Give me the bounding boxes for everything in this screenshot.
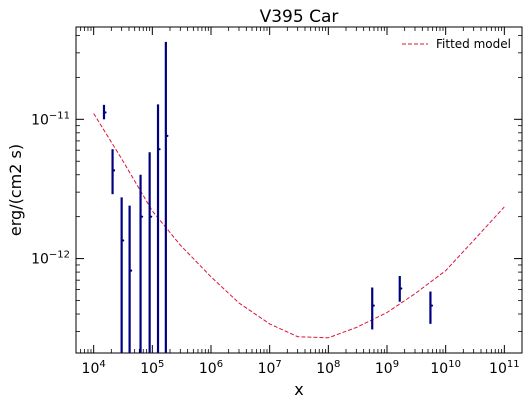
y-axis-label: erg/(cm2 s)	[6, 144, 25, 236]
data-point	[141, 216, 143, 218]
data-point	[150, 216, 152, 218]
data-layer	[104, 42, 433, 353]
y-tick-label: 10−12	[31, 250, 70, 268]
chart-title: V395 Car	[260, 7, 339, 27]
y-tick-label: 10−11	[31, 110, 70, 128]
data-point	[122, 239, 124, 241]
fitted-model-line	[94, 114, 505, 338]
model-layer	[94, 114, 505, 338]
minor-ticks	[76, 27, 522, 353]
x-tick-label: 1010	[430, 359, 461, 377]
x-tick-label: 104	[82, 359, 106, 377]
x-tick-label: 107	[258, 359, 282, 377]
data-point	[104, 111, 106, 113]
plot-frame	[76, 27, 522, 353]
x-tick-label: 1011	[489, 359, 520, 377]
x-tick-label: 105	[140, 359, 164, 377]
x-tick-label: 109	[375, 359, 399, 377]
y-axis-ticks: 10−12 10−11	[31, 110, 522, 267]
data-point	[166, 135, 168, 137]
data-point	[431, 304, 433, 306]
x-axis-label: x	[294, 380, 303, 399]
x-tick-label: 108	[316, 359, 340, 377]
x-tick-label: 106	[199, 359, 223, 377]
legend: Fitted model	[402, 37, 511, 51]
data-point	[130, 270, 132, 272]
data-point	[400, 287, 402, 289]
data-point	[373, 304, 375, 306]
data-point	[158, 148, 160, 150]
data-point	[113, 169, 115, 171]
legend-label-fitted-model: Fitted model	[436, 37, 511, 51]
